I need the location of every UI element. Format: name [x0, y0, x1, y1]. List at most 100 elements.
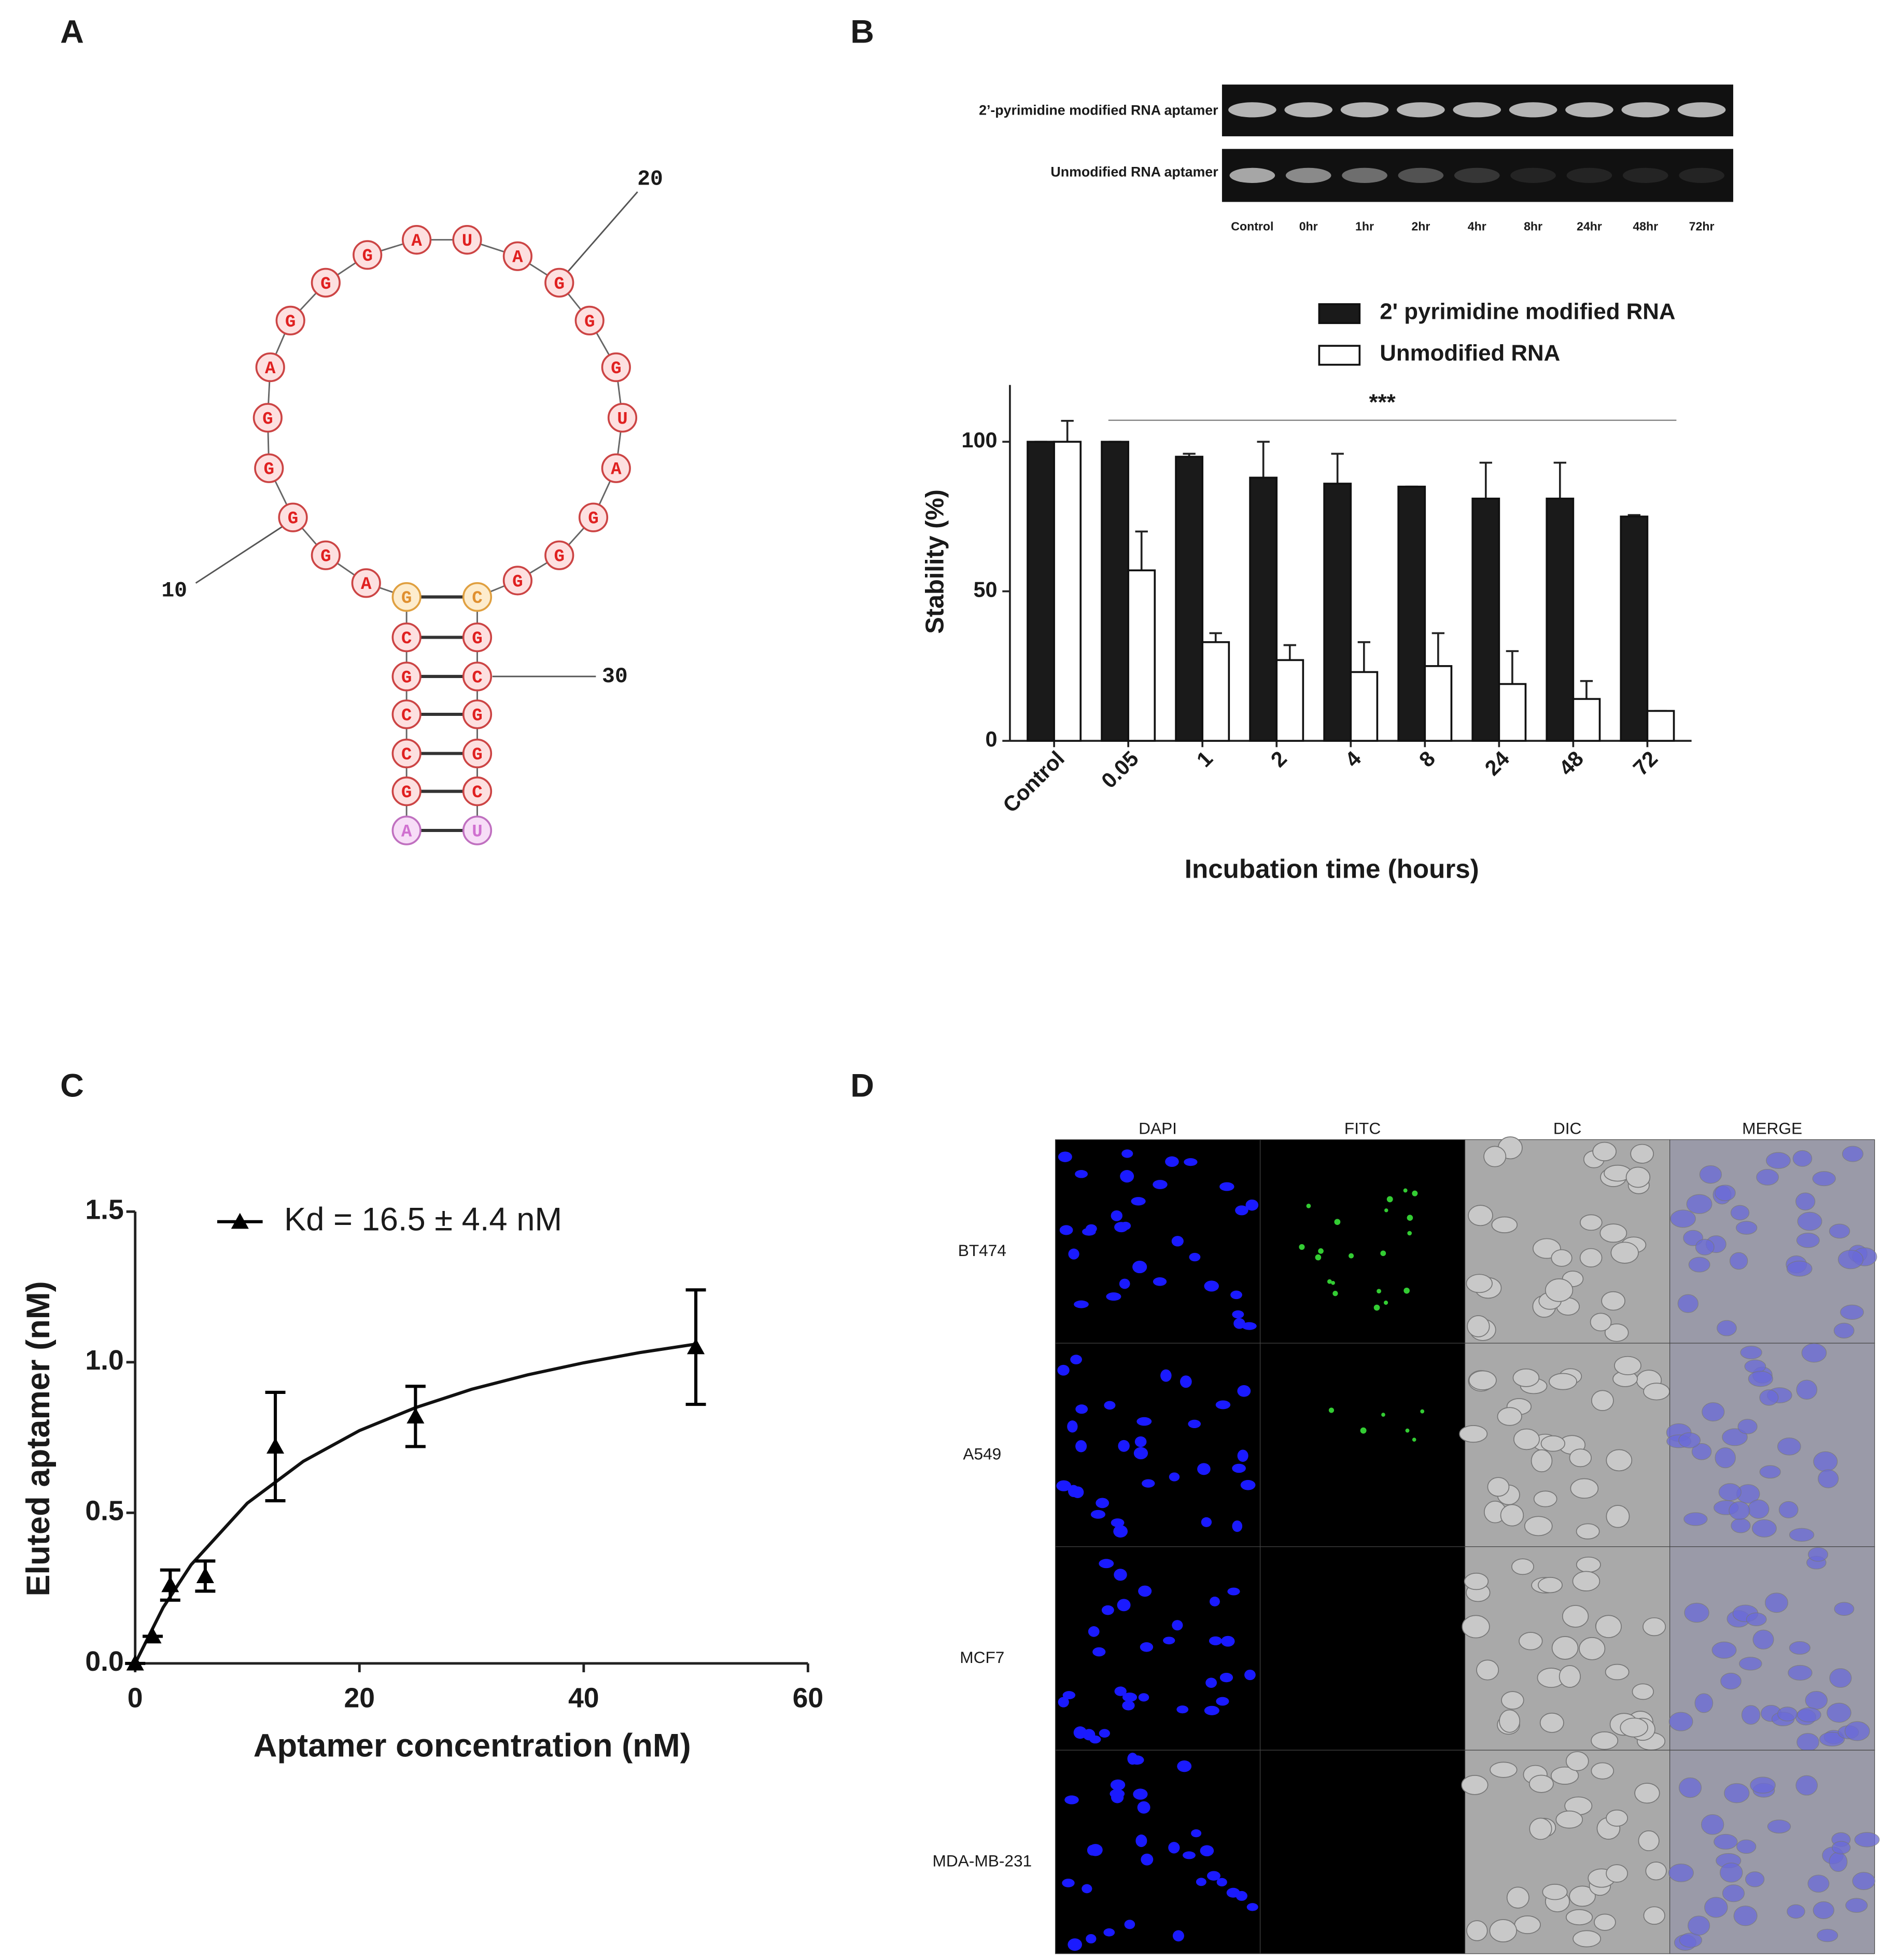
nucleotide: [544, 267, 574, 298]
nucleus: [1110, 1789, 1125, 1799]
cell: [1542, 1884, 1568, 1900]
data-point: [144, 1627, 162, 1644]
merged-cell: [1829, 1223, 1850, 1239]
nucleus: [1104, 1401, 1116, 1410]
nucleotide: [391, 661, 422, 692]
nucleus: [1088, 1844, 1103, 1856]
merged-cell: [1807, 1874, 1830, 1893]
merged-cell: [1724, 1783, 1750, 1803]
nucleotide-letter: C: [472, 668, 482, 688]
gel-band: [1453, 102, 1501, 118]
nucleotide-letter: G: [472, 745, 482, 765]
cell: [1461, 1775, 1489, 1795]
merged-cell: [1796, 1379, 1818, 1400]
nucleus: [1141, 1853, 1154, 1866]
fitc-signal: [1381, 1413, 1385, 1417]
merged-cell: [1752, 1629, 1774, 1649]
gel-lane-label: 24hr: [1577, 219, 1602, 233]
cell: [1570, 1478, 1599, 1499]
nucleotide: [255, 352, 285, 383]
cell: [1579, 1248, 1603, 1267]
fitc-signal: [1412, 1437, 1416, 1442]
nucleus: [1086, 1934, 1097, 1944]
cell: [1499, 1709, 1521, 1733]
nucleotide-letter: G: [401, 589, 412, 609]
cell: [1606, 1505, 1630, 1528]
cell: [1533, 1490, 1557, 1507]
nucleotide-letter: C: [472, 589, 482, 609]
cell: [1591, 1731, 1619, 1750]
merged-cell: [1688, 1257, 1710, 1273]
nucleus: [1237, 1449, 1248, 1462]
merged-cell: [1813, 1901, 1834, 1920]
nucleus: [1106, 1292, 1121, 1301]
nucleus: [1075, 1404, 1088, 1414]
merged-cell: [1745, 1871, 1765, 1887]
nucleus: [1090, 1510, 1105, 1519]
nucleus: [1056, 1480, 1072, 1491]
cell: [1579, 1637, 1606, 1660]
merged-cell: [1670, 1209, 1696, 1228]
merged-cell: [1720, 1672, 1742, 1690]
cell: [1573, 1930, 1602, 1948]
gel-band: [1566, 167, 1612, 184]
nucleus: [1246, 1903, 1258, 1911]
nucleus: [1210, 1597, 1220, 1606]
cell: [1497, 1407, 1522, 1426]
gel-band: [1565, 102, 1613, 118]
backbone: [266, 239, 623, 830]
y-axis-label: Eluted aptamer (nM): [20, 1281, 57, 1596]
cell: [1601, 1291, 1625, 1311]
cell: [1559, 1665, 1581, 1688]
merged-cell: [1805, 1691, 1828, 1710]
merged-cell: [1765, 1592, 1788, 1613]
gel-lane-label: 72hr: [1689, 219, 1715, 233]
bar: [1053, 441, 1082, 742]
fitc-signal: [1373, 1304, 1380, 1311]
bar: [1498, 683, 1527, 742]
fitc-signal: [1299, 1244, 1305, 1250]
nucleotide: [275, 305, 305, 336]
merged-cell: [1748, 1371, 1773, 1387]
nucleus: [1183, 1851, 1196, 1859]
nucleotide: [311, 540, 341, 570]
fitc-signal: [1349, 1253, 1354, 1259]
nucleotide-letter: C: [401, 706, 412, 726]
merged-cell: [1795, 1775, 1818, 1796]
gel-row-label: 2’-pyrimidine modified RNA aptamer: [979, 102, 1218, 118]
merged-cell: [1852, 1872, 1875, 1891]
merged-cell: [1683, 1512, 1708, 1526]
fitc-signal: [1306, 1204, 1311, 1208]
cell: [1606, 1809, 1629, 1827]
nucleus: [1067, 1420, 1078, 1433]
fitc-signal: [1420, 1409, 1425, 1414]
bar: [1175, 456, 1204, 742]
cell: [1606, 1864, 1629, 1883]
nucleus: [1133, 1447, 1148, 1460]
nucleus: [1184, 1158, 1198, 1166]
fitc-signal: [1377, 1289, 1382, 1294]
merged-cell: [1704, 1897, 1728, 1918]
error-bar: [1257, 441, 1270, 478]
cell: [1483, 1146, 1507, 1167]
merged-cell: [1797, 1707, 1821, 1723]
error-bar: [1135, 530, 1148, 571]
error-bar: [1283, 644, 1296, 660]
nucleus: [1189, 1252, 1201, 1262]
micrograph: [1055, 1139, 1261, 1344]
merged-cell: [1759, 1465, 1781, 1479]
column-label: DIC: [1553, 1119, 1582, 1137]
merged-cell: [1829, 1852, 1848, 1872]
bar: [1646, 710, 1675, 742]
cell: [1562, 1605, 1589, 1628]
nucleus: [1172, 1620, 1183, 1631]
cell: [1540, 1435, 1566, 1452]
merged-cell: [1788, 1665, 1813, 1681]
merged-cell: [1797, 1211, 1822, 1231]
nucleotide: [353, 240, 383, 270]
gel-band: [1397, 102, 1445, 118]
nucleus: [1221, 1635, 1235, 1647]
cell: [1476, 1659, 1499, 1681]
data-point: [161, 1576, 179, 1592]
merged-cell: [1767, 1820, 1791, 1834]
